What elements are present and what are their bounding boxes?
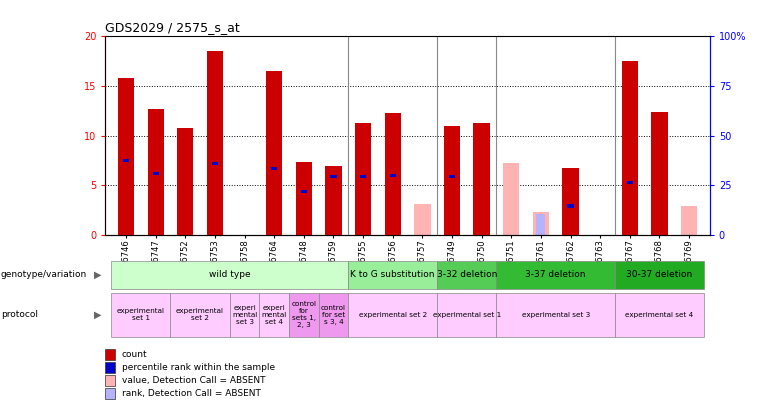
Bar xyxy=(503,164,519,235)
Text: experimental set 4: experimental set 4 xyxy=(626,312,693,318)
Bar xyxy=(390,174,395,177)
Text: experimental
set 2: experimental set 2 xyxy=(176,308,224,322)
Text: experimental set 2: experimental set 2 xyxy=(359,312,427,318)
Bar xyxy=(301,190,307,193)
Bar xyxy=(567,205,573,208)
Bar xyxy=(207,194,223,235)
Bar xyxy=(112,292,171,337)
Bar xyxy=(626,181,633,184)
Text: K to G substitution: K to G substitution xyxy=(350,271,435,279)
Bar xyxy=(296,162,312,235)
Bar xyxy=(533,212,549,235)
Bar xyxy=(473,123,490,235)
Text: rank, Detection Call = ABSENT: rank, Detection Call = ABSENT xyxy=(122,389,261,398)
Text: experi
mental
set 4: experi mental set 4 xyxy=(261,305,287,325)
Text: experimental
set 1: experimental set 1 xyxy=(117,308,165,322)
Text: wild type: wild type xyxy=(209,271,250,279)
Bar xyxy=(349,261,437,289)
Bar xyxy=(537,214,545,235)
Text: protocol: protocol xyxy=(1,310,37,320)
Bar xyxy=(562,196,579,235)
Bar xyxy=(260,292,289,337)
Text: ▶: ▶ xyxy=(94,270,102,280)
Bar xyxy=(319,292,349,337)
Bar xyxy=(615,261,704,289)
Bar xyxy=(681,206,697,235)
Bar xyxy=(289,292,319,337)
Text: experimental set 3: experimental set 3 xyxy=(522,312,590,318)
Text: genotype/variation: genotype/variation xyxy=(1,271,87,279)
Text: experimental set 1: experimental set 1 xyxy=(433,312,501,318)
Bar xyxy=(266,71,282,235)
Text: experi
mental
set 3: experi mental set 3 xyxy=(232,305,257,325)
Bar xyxy=(177,128,193,235)
Bar xyxy=(207,51,223,235)
Bar xyxy=(496,261,615,289)
Bar xyxy=(444,126,460,235)
Bar xyxy=(325,166,342,235)
Bar xyxy=(355,123,371,235)
Text: value, Detection Call = ABSENT: value, Detection Call = ABSENT xyxy=(122,376,265,385)
Bar xyxy=(118,78,134,235)
Bar xyxy=(230,292,260,337)
Bar xyxy=(360,175,366,178)
Bar xyxy=(562,168,579,235)
Text: percentile rank within the sample: percentile rank within the sample xyxy=(122,363,275,372)
Bar xyxy=(437,261,496,289)
Text: 3-37 deletion: 3-37 deletion xyxy=(526,271,586,279)
Text: ▶: ▶ xyxy=(94,310,102,320)
Bar xyxy=(615,292,704,337)
Text: control
for
sets 1,
2, 3: control for sets 1, 2, 3 xyxy=(292,301,317,328)
Bar xyxy=(437,292,496,337)
Text: 30-37 deletion: 30-37 deletion xyxy=(626,271,693,279)
Bar xyxy=(622,61,638,235)
Bar xyxy=(212,162,218,165)
Bar xyxy=(331,175,336,178)
Bar xyxy=(123,159,129,162)
Bar xyxy=(651,112,668,235)
Bar xyxy=(414,204,431,235)
Text: 3-32 deletion: 3-32 deletion xyxy=(437,271,497,279)
Bar xyxy=(271,167,278,170)
Bar xyxy=(449,175,455,178)
Text: count: count xyxy=(122,350,147,359)
Text: GDS2029 / 2575_s_at: GDS2029 / 2575_s_at xyxy=(105,21,240,34)
Bar xyxy=(112,261,349,289)
Bar xyxy=(385,113,401,235)
Bar xyxy=(153,172,159,175)
Text: control
for set
s 3, 4: control for set s 3, 4 xyxy=(321,305,346,325)
Bar xyxy=(349,292,437,337)
Bar xyxy=(147,109,164,235)
Bar xyxy=(171,292,230,337)
Bar xyxy=(496,292,615,337)
